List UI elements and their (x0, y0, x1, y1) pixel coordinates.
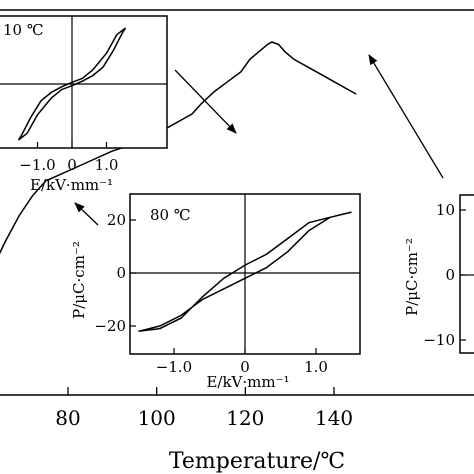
inset-10c-x-tick-label: 0 (67, 156, 77, 174)
main-x-tick-label: 100 (138, 406, 176, 430)
inset-10c-x-tick-label: −1.0 (19, 156, 55, 174)
arrow-to-10c-inset (174, 69, 237, 134)
inset-80c-x-axis-label: E/kV·mm⁻¹ (206, 373, 289, 391)
inset-80c-temperature-label: 80 ℃ (150, 206, 191, 224)
inset-80c-x-tick-label: 1.0 (304, 358, 328, 376)
arrow-to-80c-inset (74, 202, 99, 226)
main-x-tick-label: 120 (226, 406, 264, 430)
main-x-axis-label: Temperature/℃ (169, 449, 345, 474)
inset-right-y-tick-label: −10 (423, 331, 455, 349)
inset-80c-x-tick-label: −1.0 (156, 358, 192, 376)
inset-80c-ticks (130, 219, 317, 354)
inset-80c-y-tick-label: 20 (107, 211, 126, 229)
inset-right: 10 0 −10 P/μC·cm⁻² (403, 194, 474, 354)
inset-80c-y-tick-label: 0 (116, 264, 126, 282)
inset-right-ticks (460, 209, 466, 341)
main-plot-frame (0, 9, 474, 396)
main-curve (0, 41, 357, 255)
inset-80c-x-tick-label: 0 (240, 358, 250, 376)
inset-80c-hysteresis-loop (138, 211, 352, 333)
inset-80c: 80 ℃ −1.0 0 1.0 20 0 −20 P/μC·cm⁻² E/kV·mm⁻¹ (70, 193, 361, 391)
inset-10c-temperature-label: 10 ℃ (3, 21, 44, 39)
inset-80c-tick-labels: −1.0 0 1.0 20 0 −20 (94, 211, 328, 376)
inset-right-tick-labels: 10 0 −10 (423, 201, 455, 349)
inset-80c-y-tick-label: −20 (94, 317, 126, 335)
main-x-ticks (67, 387, 335, 395)
inset-10c: 10 ℃ −1.0 0 1.0 E/kV·mm⁻¹ (0, 15, 168, 194)
main-x-tick-labels: 80 100 120 140 (55, 406, 353, 430)
main-x-tick-label: 140 (315, 406, 353, 430)
inset-right-y-axis-label: P/μC·cm⁻² (403, 238, 421, 316)
inset-right-y-tick-label: 10 (436, 201, 455, 219)
inset-right-y-tick-label: 0 (445, 266, 455, 284)
arrow-to-peak (368, 54, 444, 179)
inset-10c-x-axis-label: E/kV·mm⁻¹ (30, 176, 113, 194)
inset-80c-frame (129, 193, 361, 355)
inset-10c-background (0, 16, 167, 148)
inset-10c-x-tick-label: 1.0 (95, 156, 119, 174)
inset-right-background (460, 195, 474, 353)
inset-10c-ticks (36, 142, 108, 148)
inset-80c-y-axis-label: P/μC·cm⁻² (70, 241, 88, 319)
inset-10c-tick-labels: −1.0 0 1.0 (19, 156, 118, 174)
inset-10c-hysteresis-loop (17, 27, 127, 141)
main-x-tick-label: 80 (55, 406, 80, 430)
inset-10c-frame (0, 15, 168, 149)
inset-right-frame (459, 194, 474, 354)
